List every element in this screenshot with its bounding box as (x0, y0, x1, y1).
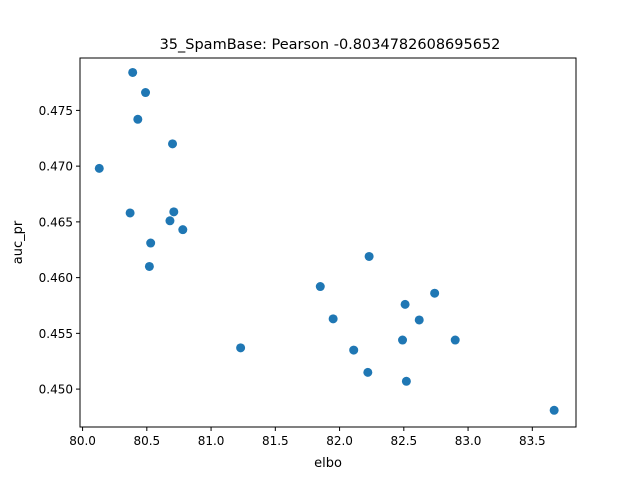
data-point (141, 88, 151, 98)
plot-area-frame (79, 57, 577, 428)
data-point (94, 163, 104, 173)
chart-title: 35_SpamBase: Pearson -0.8034782608695652 (160, 37, 501, 53)
data-point (178, 225, 188, 235)
data-point (401, 376, 411, 386)
data-point (236, 343, 246, 353)
y-tick-label: 0.465 (39, 215, 73, 229)
data-point (363, 367, 373, 377)
y-tick-label: 0.470 (39, 160, 73, 174)
data-point (398, 335, 408, 345)
data-point (549, 405, 559, 415)
data-point (349, 345, 359, 355)
x-tick-label: 81.5 (262, 434, 289, 448)
data-point (165, 216, 175, 226)
x-axis-ticks: 80.0 80.5 81.0 81.5 82.0 82.5 83.0 83.5 (69, 427, 546, 448)
x-tick-label: 80.0 (69, 434, 96, 448)
data-point (450, 335, 460, 345)
data-point (400, 299, 410, 309)
y-tick-label: 0.475 (39, 104, 73, 118)
data-point (133, 114, 143, 124)
x-tick-label: 83.0 (455, 434, 482, 448)
data-point (146, 238, 156, 248)
x-tick-label: 83.5 (519, 434, 546, 448)
data-point (414, 315, 424, 325)
points-layer (94, 67, 559, 415)
x-tick-label: 81.0 (198, 434, 225, 448)
y-tick-label: 0.455 (39, 327, 73, 341)
data-point (128, 67, 138, 77)
data-point (169, 207, 179, 217)
data-point (125, 208, 135, 218)
data-point (315, 282, 325, 292)
data-point (328, 314, 338, 324)
x-tick-label: 80.5 (133, 434, 160, 448)
y-axis-ticks: 0.450 0.455 0.460 0.465 0.470 0.475 (39, 104, 80, 397)
data-point (430, 288, 440, 298)
y-tick-label: 0.450 (39, 383, 73, 397)
data-point (168, 139, 178, 149)
x-axis-label: elbo (314, 456, 342, 471)
x-tick-label: 82.0 (326, 434, 353, 448)
x-tick-label: 82.5 (390, 434, 417, 448)
y-tick-label: 0.460 (39, 271, 73, 285)
data-point (144, 261, 154, 271)
y-axis-label: auc_pr (11, 220, 26, 264)
data-point (364, 251, 374, 261)
